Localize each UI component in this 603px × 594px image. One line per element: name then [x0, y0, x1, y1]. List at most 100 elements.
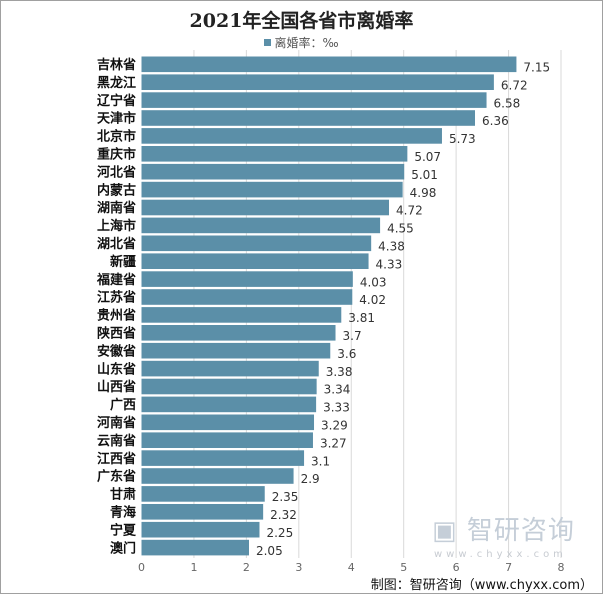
data-label: 5.07: [414, 150, 441, 164]
data-label: 6.58: [494, 96, 521, 110]
bar: [141, 110, 476, 126]
category-label: 天津市: [97, 111, 136, 127]
x-tick-label: 4: [348, 561, 355, 574]
bar: [141, 450, 305, 466]
bar: [141, 128, 442, 144]
data-label: 5.73: [449, 132, 476, 146]
x-tick-label: 5: [400, 561, 407, 574]
bar: [141, 521, 260, 538]
category-label: 吉林省: [97, 57, 136, 73]
x-tick-label: 7: [505, 561, 512, 574]
legend-label: 离婚率：‰: [274, 36, 339, 50]
bar: [141, 146, 408, 162]
category-label: 陕西省: [97, 326, 136, 342]
x-tick-label: 0: [138, 561, 145, 574]
category-label: 云南省: [97, 433, 136, 449]
data-label: 4.38: [378, 240, 405, 254]
bar: [141, 181, 403, 198]
x-tick-label: 6: [453, 561, 460, 574]
data-label: 6.36: [482, 114, 509, 128]
category-label: 重庆市: [97, 147, 136, 163]
category-label: 山西省: [97, 379, 136, 395]
credit: 制图：智研咨询（www.chyxx.com）: [370, 578, 593, 593]
data-label: 3.7: [343, 329, 362, 343]
data-label: 3.6: [337, 347, 356, 361]
bar: [141, 325, 336, 341]
data-label: 4.02: [359, 293, 386, 307]
bar: [141, 504, 264, 520]
category-label: 贵州省: [97, 308, 136, 324]
bar: [141, 486, 265, 502]
category-label: 甘肃: [110, 487, 136, 503]
category-label: 江西省: [97, 451, 136, 467]
x-tick-label: 8: [558, 561, 565, 574]
watermark-url: www.chyxx.com: [434, 549, 567, 560]
category-label: 湖北省: [97, 236, 136, 252]
bar: [141, 342, 331, 359]
bar: [141, 92, 487, 108]
x-tick-label: 2: [243, 561, 250, 574]
legend-swatch: [264, 39, 272, 46]
bar: [141, 253, 369, 269]
category-label: 北京市: [97, 129, 136, 145]
data-label: 2.35: [272, 490, 299, 504]
data-label: 5.01: [411, 168, 438, 182]
watermark-brand: 智研咨询: [466, 516, 575, 546]
category-label: 河南省: [97, 415, 136, 431]
category-label: 内蒙古: [97, 182, 136, 198]
bar: [141, 539, 249, 556]
category-label: 黑龙江: [97, 75, 136, 91]
category-label: 青海: [110, 505, 136, 521]
bar: [141, 163, 405, 180]
bar: [141, 360, 319, 377]
data-label: 3.34: [324, 383, 351, 397]
x-tick-label: 1: [190, 561, 197, 574]
watermark-logo: ▣ 智研咨询: [432, 516, 575, 546]
bar: [141, 199, 390, 216]
bar: [141, 235, 372, 252]
bar: [141, 468, 294, 484]
category-label: 澳门: [110, 540, 136, 556]
category-label: 安徽省: [97, 343, 136, 359]
data-label: 3.33: [323, 401, 350, 415]
data-label: 4.55: [387, 222, 414, 236]
bar: [141, 432, 313, 448]
bar: [141, 56, 517, 73]
bar: [141, 74, 494, 90]
category-label: 福建省: [96, 272, 136, 288]
category-label: 河北省: [97, 164, 136, 180]
data-label: 4.33: [376, 257, 403, 271]
legend: 离婚率：‰: [0, 34, 603, 51]
category-label: 广东省: [97, 469, 136, 485]
data-label: 7.15: [523, 61, 550, 75]
bar: [141, 396, 317, 413]
data-label: 3.27: [320, 436, 347, 450]
data-label: 6.72: [501, 78, 528, 92]
bar: [141, 414, 315, 431]
data-label: 2.32: [270, 508, 297, 522]
x-tick-label: 3: [295, 561, 302, 574]
bar: [141, 289, 353, 305]
data-label: 3.29: [321, 419, 348, 433]
category-label: 辽宁省: [97, 93, 136, 109]
category-label: 湖南省: [97, 200, 136, 216]
category-label: 上海市: [97, 218, 136, 234]
data-label: 3.1: [311, 454, 330, 468]
data-label: 4.03: [360, 275, 387, 289]
category-label: 宁夏: [110, 522, 137, 538]
category-label: 江苏省: [97, 290, 136, 306]
data-label: 3.38: [326, 365, 353, 379]
data-label: 3.81: [348, 311, 375, 325]
bar: [141, 217, 381, 234]
data-label: 4.98: [410, 186, 437, 200]
category-label: 广西: [110, 397, 136, 413]
data-label: 4.72: [396, 204, 423, 218]
bar: [141, 307, 342, 323]
data-label: 2.9: [301, 472, 320, 486]
category-label: 山东省: [97, 361, 136, 377]
chart-title: 2021年全国各省市离婚率: [189, 10, 414, 32]
bar: [141, 271, 353, 287]
data-label: 2.25: [266, 526, 293, 540]
data-label: 2.05: [256, 544, 283, 558]
